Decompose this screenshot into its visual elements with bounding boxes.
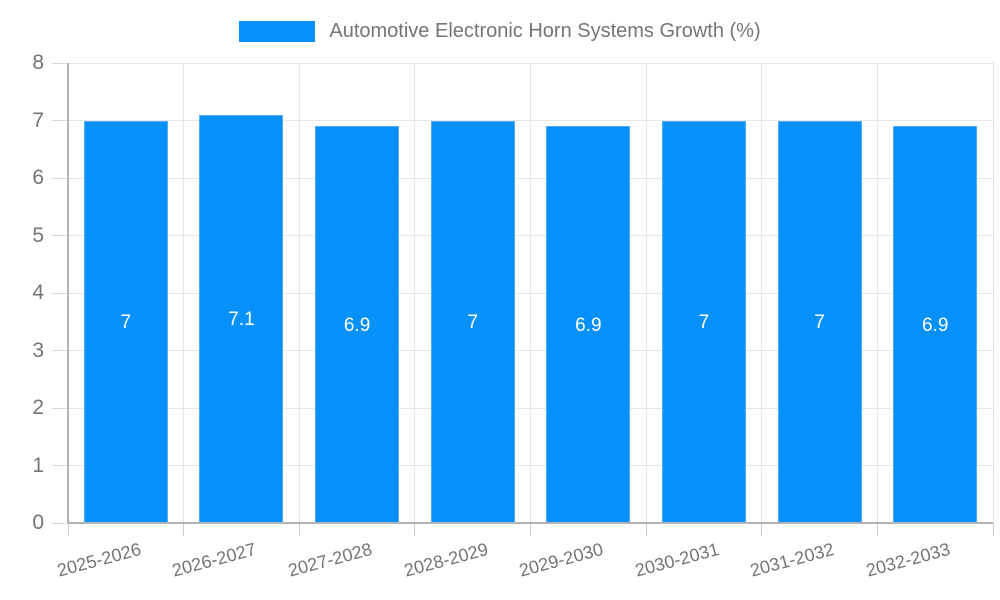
x-category-label: 2026-2027 <box>170 539 259 581</box>
y-tick-mark <box>52 522 68 524</box>
bar-value-label: 7 <box>698 311 710 333</box>
bar-value-label: 6.9 <box>343 314 371 336</box>
x-tick-mark <box>183 523 185 536</box>
x-tick-mark <box>876 523 878 536</box>
x-tick-mark <box>992 523 994 536</box>
y-tick-mark <box>52 120 68 121</box>
y-tick-mark <box>52 292 68 294</box>
y-tick-label: 8 <box>32 51 44 74</box>
bar[interactable]: 7 <box>83 120 168 523</box>
y-tick-label: 3 <box>32 338 44 362</box>
x-category-label: 2027-2028 <box>285 539 375 581</box>
y-tick-label: 1 <box>32 453 44 477</box>
bar-value-label: 7 <box>814 311 825 333</box>
bar-value-label: 7.1 <box>228 308 255 330</box>
x-category-label: 2029-2030 <box>517 539 606 581</box>
x-tick-mark <box>530 523 531 536</box>
gridline-vertical <box>298 63 300 523</box>
y-tick-label: 6 <box>32 166 44 189</box>
y-tick-mark <box>52 465 68 466</box>
bar[interactable]: 7 <box>661 120 746 523</box>
gridline-vertical <box>530 63 531 523</box>
gridline-vertical <box>876 63 878 523</box>
plot-area: 0 1 2 3 4 5 6 7 8 7 7.1 6.9 7 6.9 7 7 6.9 2025-2026 2026-2… <box>32 52 994 581</box>
x-tick-mark <box>67 523 69 536</box>
y-axis-line <box>67 63 69 523</box>
bar[interactable]: 7 <box>430 120 515 523</box>
legend-label: Automotive Electronic Horn Systems Growt… <box>329 20 761 42</box>
x-tick-mark <box>298 523 300 536</box>
gridline-vertical <box>761 63 763 523</box>
bar[interactable]: 6.9 <box>315 126 400 523</box>
bar[interactable]: 7 <box>777 120 862 523</box>
y-tick-label: 4 <box>32 281 44 304</box>
bar[interactable]: 6.9 <box>546 126 631 523</box>
bar-value-label: 7 <box>467 311 478 333</box>
bar[interactable]: 6.9 <box>893 126 978 523</box>
x-tick-mark <box>414 523 416 536</box>
y-tick-label: 2 <box>32 396 44 419</box>
x-category-label: 2031-2032 <box>748 539 837 581</box>
gridline-vertical <box>414 63 416 523</box>
gridline-vertical <box>645 63 647 523</box>
chart-legend[interactable]: Automotive Electronic Horn Systems Growt… <box>0 20 1000 43</box>
y-tick-mark <box>52 177 68 179</box>
x-category-label: 2028-2029 <box>401 539 490 581</box>
x-tick-mark <box>645 523 647 536</box>
x-axis-line <box>68 522 993 524</box>
x-tick-mark <box>761 523 763 536</box>
x-category-label: 2025-2026 <box>54 539 143 581</box>
x-category-label: 2032-2033 <box>864 539 953 581</box>
bar-value-label: 6.9 <box>575 314 602 336</box>
bar[interactable]: 7.1 <box>199 114 284 523</box>
bar-value-label: 6.9 <box>921 314 949 336</box>
y-tick-mark <box>52 235 68 236</box>
legend-swatch-icon <box>239 21 316 42</box>
y-tick-label: 7 <box>32 108 44 132</box>
y-tick-mark <box>52 62 68 64</box>
y-tick-label: 0 <box>32 511 44 534</box>
x-category-label: 2030-2031 <box>632 539 722 581</box>
y-tick-label: 5 <box>32 223 44 247</box>
bar-value-label: 7 <box>120 311 132 333</box>
y-tick-mark <box>52 407 68 409</box>
gridline-vertical <box>183 63 185 523</box>
gridline-vertical <box>992 63 994 523</box>
y-tick-mark <box>52 350 68 351</box>
